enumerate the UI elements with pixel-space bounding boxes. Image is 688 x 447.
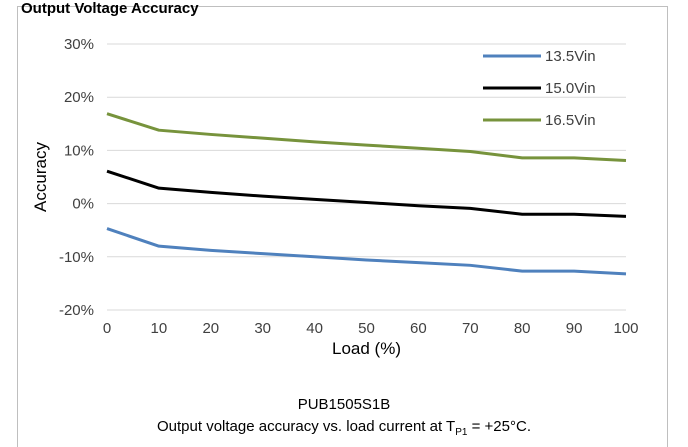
legend-label: 13.5Vin — [545, 48, 596, 65]
x-tick-label: 100 — [613, 320, 638, 337]
x-tick-label: 80 — [514, 320, 531, 337]
x-tick-label: 40 — [306, 320, 323, 337]
x-tick-label: 10 — [151, 320, 168, 337]
y-tick-label: -20% — [59, 302, 94, 319]
series-line — [106, 112, 627, 163]
caption-suffix: = +25°C. — [467, 418, 531, 435]
legend-label: 16.5Vin — [545, 112, 596, 129]
y-tick-label: 30% — [64, 36, 94, 53]
x-tick-label: 90 — [566, 320, 583, 337]
x-tick-label: 30 — [254, 320, 271, 337]
x-tick-label: 20 — [202, 320, 219, 337]
caption-text: Output voltage accuracy vs. load current… — [157, 418, 456, 435]
legend-label: 15.0Vin — [545, 80, 596, 97]
x-tick-label: 70 — [462, 320, 479, 337]
figure-caption-description: Output voltage accuracy vs. load current… — [0, 418, 688, 438]
x-tick-label: 50 — [358, 320, 375, 337]
chart-frame: Output Voltage Accuracy — [17, 0, 668, 447]
caption-subscript: P1 — [455, 427, 468, 438]
cropped-section-title: Output Voltage Accuracy — [21, 0, 199, 17]
series-line — [106, 227, 627, 276]
y-axis-label: Accuracy — [31, 142, 50, 212]
x-tick-label: 60 — [410, 320, 427, 337]
y-tick-label: 0% — [72, 196, 94, 213]
x-tick-label: 0 — [103, 320, 111, 337]
series-line — [106, 169, 627, 218]
y-tick-label: 10% — [64, 142, 94, 159]
y-tick-label: 20% — [64, 89, 94, 106]
y-tick-label: -10% — [59, 249, 94, 266]
x-axis-label: Load (%) — [332, 339, 401, 358]
figure-caption-model: PUB1505S1B — [297, 396, 391, 413]
